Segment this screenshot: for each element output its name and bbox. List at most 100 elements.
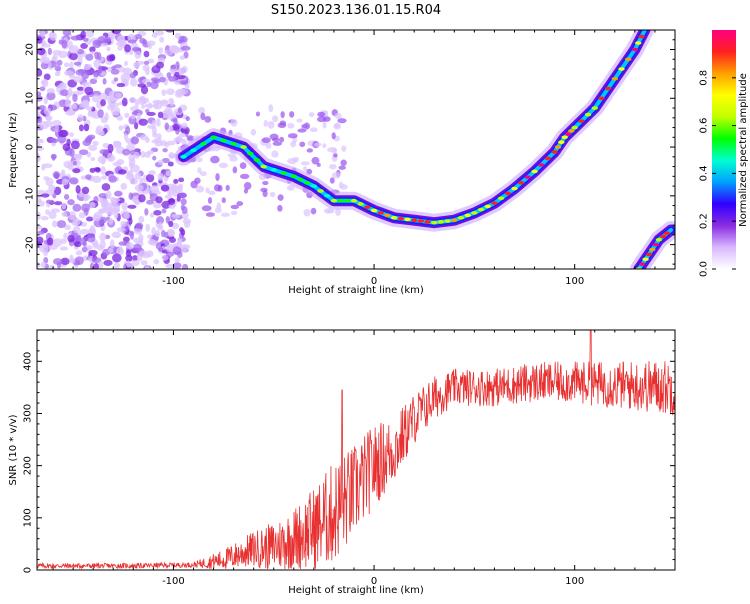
spectrogram-noise-cell xyxy=(88,144,98,152)
spectrogram-noise-cell xyxy=(99,232,107,242)
spectrogram-noise-cell xyxy=(46,88,56,94)
spectrogram-noise-cell xyxy=(46,91,56,101)
spectrogram-noise-cell xyxy=(309,127,318,133)
spectrogram-noise-cell xyxy=(40,216,49,221)
snr-x-tick-label: 0 xyxy=(371,576,377,587)
snr-y-tick-label: 100 xyxy=(23,508,34,527)
spectrogram-noise-cell xyxy=(43,97,49,105)
spectrogram-noise-cell xyxy=(177,67,185,76)
spectrogram-noise-cell xyxy=(145,137,150,143)
colorbar-tick-label: 0.6 xyxy=(699,118,710,134)
spectrogram-noise-cell xyxy=(161,89,167,97)
spectrogram-noise-cell xyxy=(127,204,137,209)
spectrogram-noise-cell xyxy=(154,230,161,238)
spectrogram-noise-cell xyxy=(302,166,308,172)
snr-frame xyxy=(36,329,676,571)
spectrogram-noise-cell xyxy=(80,43,88,50)
spectrogram-noise-cell xyxy=(289,111,295,118)
spectrogram-noise-cell xyxy=(239,173,250,179)
spectrogram-noise-cell xyxy=(178,185,183,193)
spectrogram-y-tick-label: 0 xyxy=(25,144,36,150)
spectrogram-noise-cell xyxy=(140,260,148,266)
spectrogram-noise-cell xyxy=(236,201,244,207)
spectrogram-peak-cell xyxy=(431,220,438,225)
spectrogram-noise-cell xyxy=(59,89,69,97)
spectrogram-peak-cell xyxy=(638,34,645,39)
spectrogram-noise-cell xyxy=(40,261,47,268)
spectrogram-noise-cell xyxy=(128,49,134,56)
spectrogram-peak-cell xyxy=(390,215,398,220)
colorbar-label: Normalized spectral amplitude xyxy=(738,73,749,227)
spectrogram-noise-cell xyxy=(123,236,130,243)
spectrogram-peak-cell xyxy=(584,112,592,117)
spectrogram-noise-cell xyxy=(63,62,70,68)
spectrogram-noise-cell xyxy=(145,173,155,183)
spectrogram-noise-cell xyxy=(155,196,163,204)
spectrogram-noise-cell xyxy=(134,34,142,40)
spectrogram-noise-cell xyxy=(134,184,144,192)
spectrogram-noise-cell xyxy=(52,238,63,247)
spectrogram-noise-cell xyxy=(125,242,135,249)
spectrogram-peak-cell xyxy=(220,138,227,143)
spectrogram-noise-cell xyxy=(61,202,67,210)
spectrogram-noise-cell xyxy=(72,161,78,166)
spectrogram-noise-cell xyxy=(116,82,126,88)
spectrogram-noise-cell xyxy=(48,104,58,111)
figure-title: S150.2023.136.01.15.R04 xyxy=(271,3,441,18)
spectrogram-peak-cell xyxy=(357,202,364,206)
spectrogram-noise-cell xyxy=(37,224,43,230)
spectrogram-noise-cell xyxy=(292,157,300,163)
spectrogram-y-tick-label: -10 xyxy=(25,188,36,204)
spectrogram-noise-cell xyxy=(329,177,335,184)
spectrogram-noise-cell xyxy=(60,257,70,266)
spectrogram-noise-cell xyxy=(170,64,177,70)
spectrogram-noise-cell xyxy=(179,132,187,138)
spectrogram-noise-cell xyxy=(100,42,109,47)
spectrogram-noise-cell xyxy=(63,160,74,169)
spectrogram-noise-cell xyxy=(178,177,185,183)
spectrogram-noise-cell xyxy=(81,71,90,80)
spectrogram-peak-cell xyxy=(230,142,237,146)
spectrogram-noise-cell xyxy=(116,227,126,233)
spectrogram-noise-cell xyxy=(164,49,173,56)
spectrogram-noise-cell xyxy=(210,155,220,164)
spectrogram-noise-cell xyxy=(214,184,221,192)
spectrogram-noise-cell xyxy=(149,185,160,194)
spectrogram-noise-cell xyxy=(265,142,272,149)
spectrogram-peak-cell xyxy=(484,204,491,209)
spectrogram-noise-cell xyxy=(62,143,71,152)
spectrogram-noise-cell xyxy=(72,203,82,212)
spectrogram-noise-cell xyxy=(262,181,269,186)
spectrogram-noise-cell xyxy=(105,190,112,200)
spectrogram-peak-cell xyxy=(511,186,518,191)
spectrogram-noise-cell xyxy=(168,197,176,206)
spectrogram-noise-cell xyxy=(37,138,42,144)
spectrogram-noise-cell xyxy=(113,77,119,82)
spectrogram-noise-cell xyxy=(268,104,274,113)
spectrogram-noise-cell xyxy=(147,234,153,239)
spectrogram-noise-cell xyxy=(100,99,106,107)
spectrogram-noise-cell xyxy=(86,216,94,222)
spectrogram-noise-cell xyxy=(37,262,41,268)
spectrogram-peak-cell xyxy=(290,174,298,179)
snr-y-tick-label: 0 xyxy=(23,567,34,573)
spectrogram-noise-cell xyxy=(61,211,68,217)
spectrogram-noise-cell xyxy=(334,112,342,120)
spectrogram-noise-cell xyxy=(70,35,81,41)
snr-y-tick-label: 400 xyxy=(23,352,34,371)
spectrogram-noise-cell xyxy=(106,46,111,52)
spectrogram-y-label: Frequency (Hz) xyxy=(8,112,19,188)
spectrogram-noise-cell xyxy=(308,112,315,118)
spectrogram-peak-cell xyxy=(578,119,585,123)
snr-y-tick-label: 200 xyxy=(23,456,34,475)
spectrogram-noise-cell xyxy=(105,95,111,101)
spectrogram-peak-cell xyxy=(649,247,656,252)
spectrogram-noise-cell xyxy=(124,44,132,53)
snr-x-ticks: -100 0 100 xyxy=(52,330,676,587)
spectrogram-noise-cell xyxy=(113,262,120,269)
spectrogram-noise-cell xyxy=(160,100,169,107)
spectrogram-peak-cell xyxy=(451,218,458,223)
spectrogram-peak-cell xyxy=(253,158,261,162)
spectrogram-noise-cell xyxy=(121,201,128,211)
